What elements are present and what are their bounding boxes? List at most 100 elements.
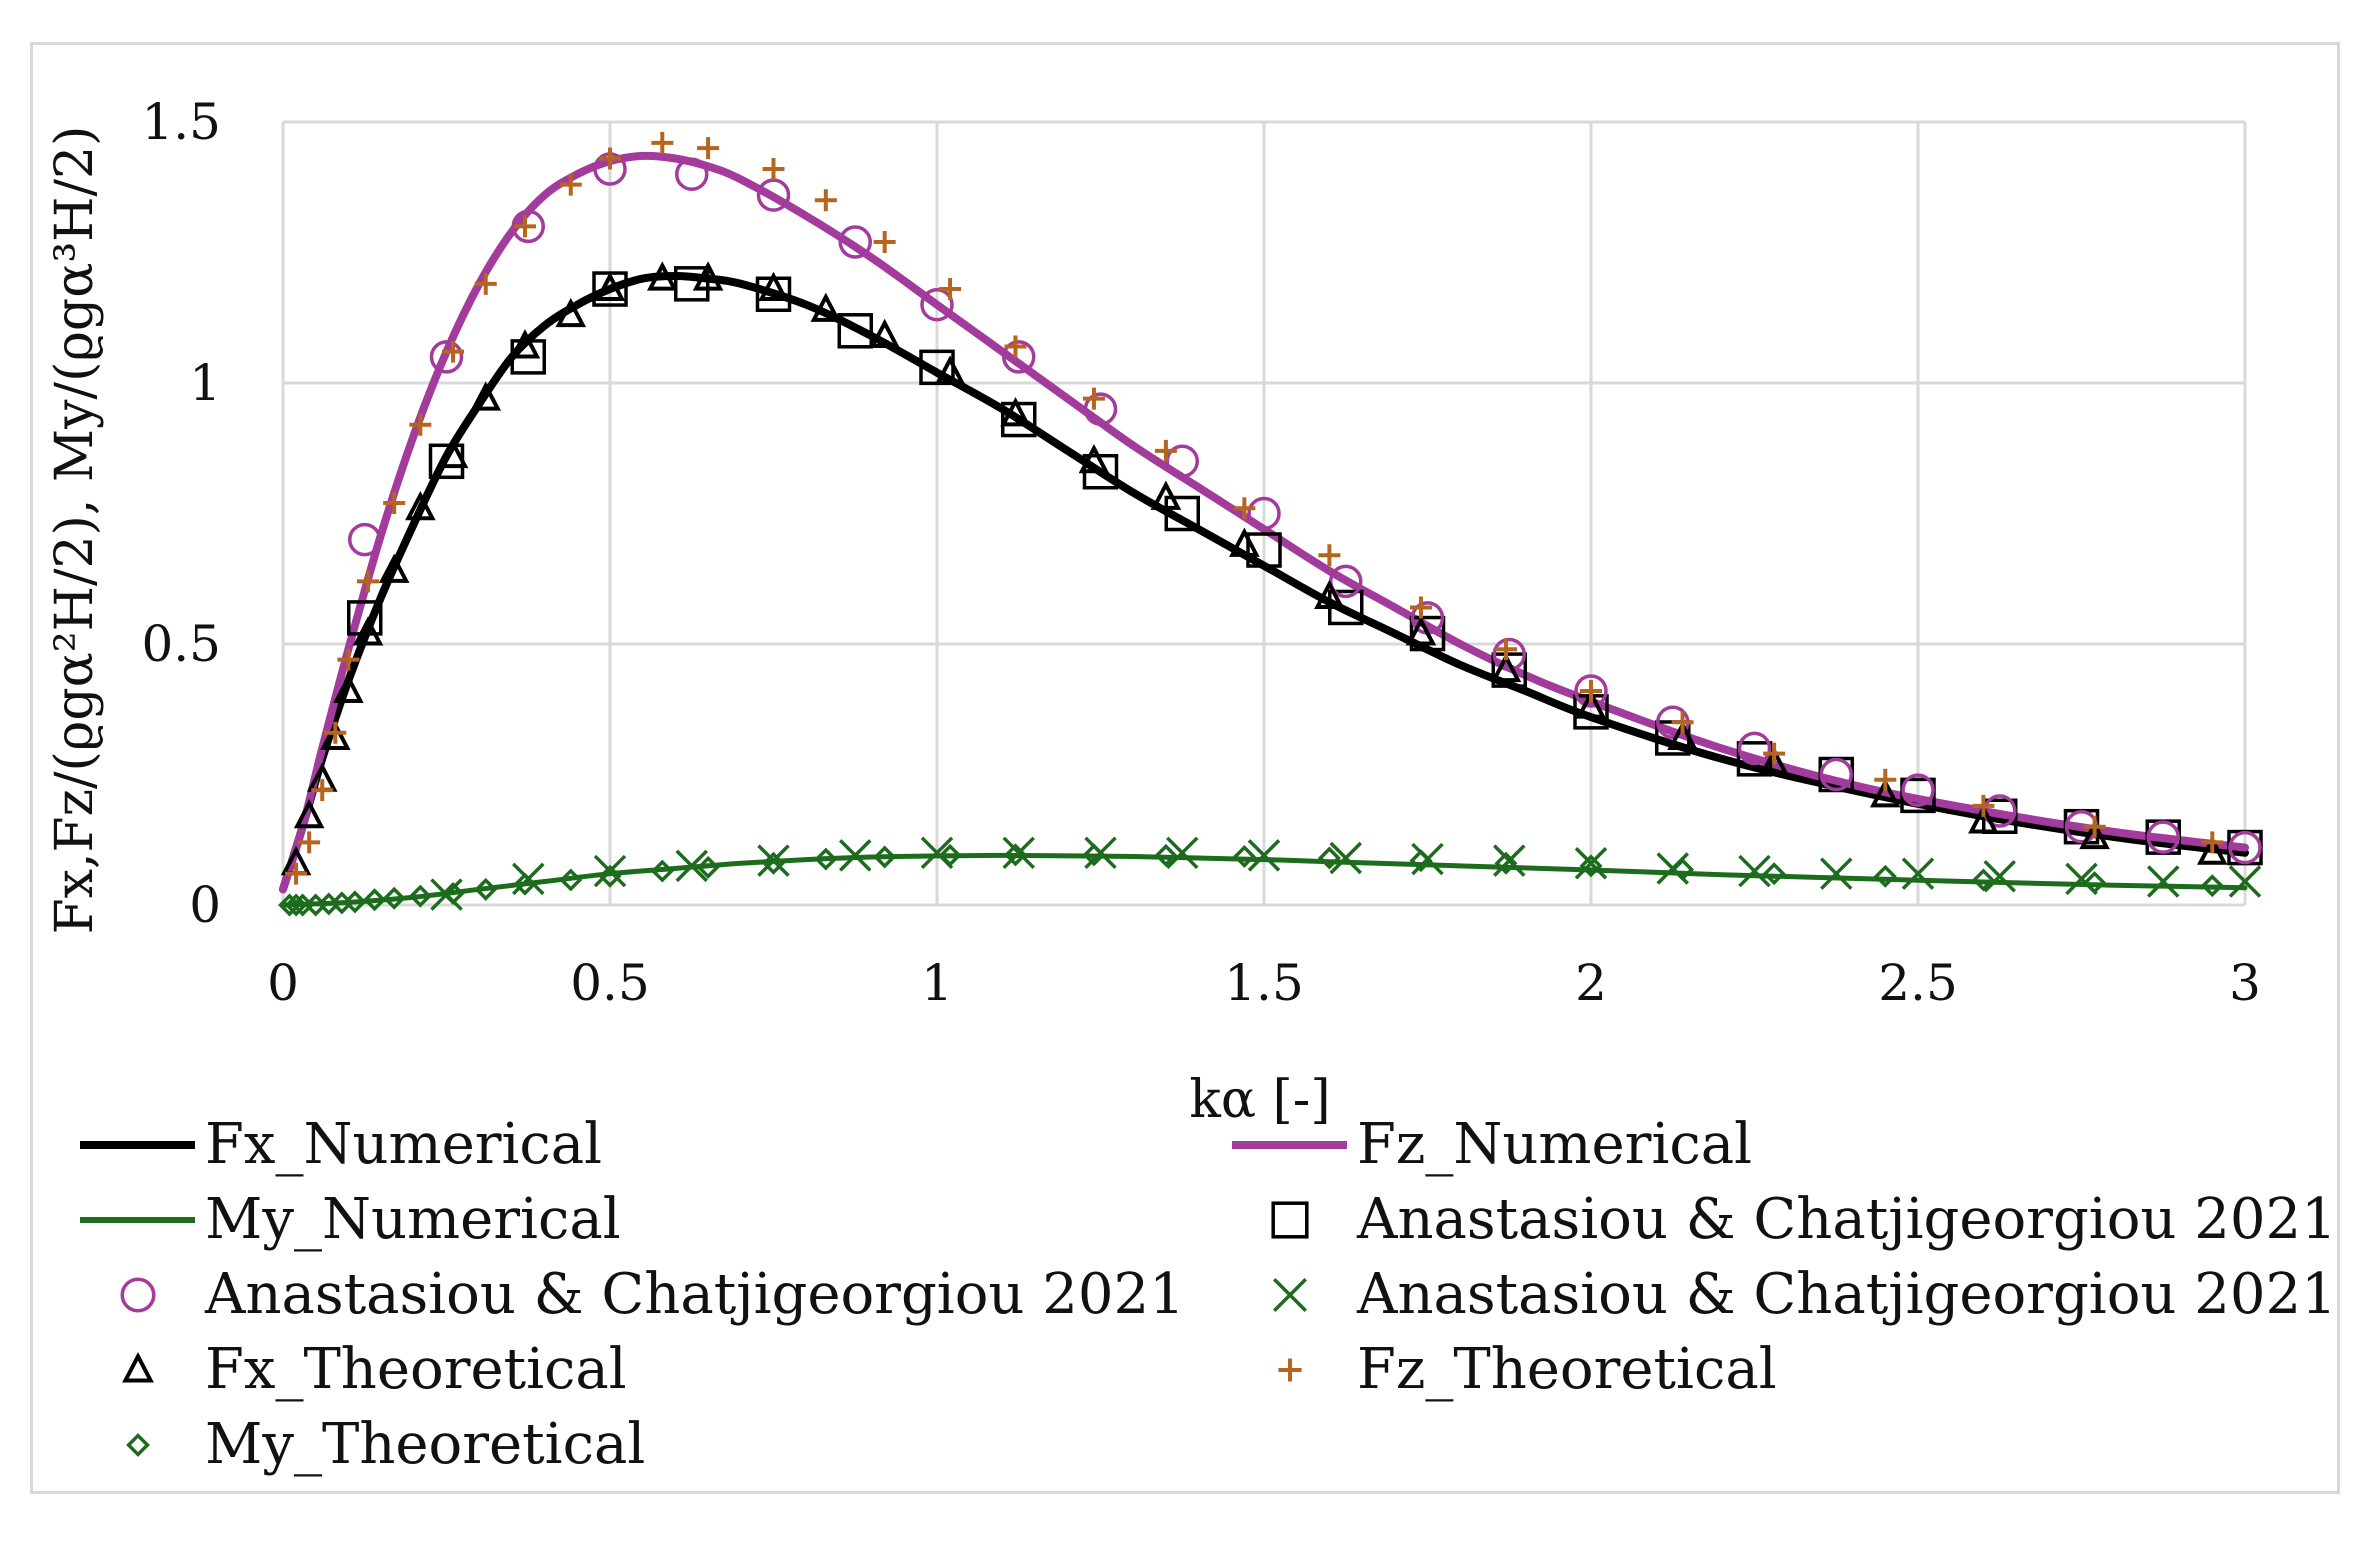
triangle-marker xyxy=(1758,746,1790,777)
circle-marker xyxy=(1247,496,1281,531)
chart-frame xyxy=(30,42,2340,1494)
x-axis-title: kα [-] xyxy=(1189,1070,1330,1130)
x-tick-label: 0.5 xyxy=(570,954,650,1012)
plus-marker xyxy=(559,173,582,196)
plus-marker xyxy=(939,278,962,301)
diamond-marker xyxy=(873,845,897,869)
triangle-marker xyxy=(869,318,900,349)
plus-marker xyxy=(1082,387,1105,410)
circle-marker xyxy=(2228,830,2262,865)
plus-marker xyxy=(599,147,621,170)
circle-marker xyxy=(1737,731,1772,766)
diamond-marker xyxy=(513,872,537,896)
legend-item: Anastasiou & Chatjigeorgiou 2021 xyxy=(120,1262,1185,1327)
diamond-marker xyxy=(2083,871,2107,895)
diamond-marker xyxy=(762,851,785,875)
circle-marker xyxy=(1574,674,1608,708)
x-tick-label: 2.5 xyxy=(1878,954,1958,1012)
circle-marker xyxy=(1819,757,1853,792)
plus-marker xyxy=(409,413,432,436)
cross-marker xyxy=(839,839,872,872)
diamond-marker xyxy=(441,882,465,905)
triangle-marker xyxy=(1575,689,1607,719)
y-axis-title: Fx,Fz/(ϱgα²H/2), My/(ϱgα³H/2) xyxy=(45,126,105,935)
plus-marker xyxy=(2201,831,2224,854)
cross-marker xyxy=(1273,1278,1307,1312)
cross-marker xyxy=(675,849,708,883)
legend-label: Anastasiou & Chatjigeorgiou 2021 xyxy=(204,1262,1185,1327)
circle-marker xyxy=(920,287,954,322)
plus-marker xyxy=(285,862,308,885)
diamond-marker xyxy=(650,859,674,883)
cross-marker xyxy=(1166,836,1199,870)
plus-marker xyxy=(474,272,497,295)
legend-label: My_Theoretical xyxy=(205,1412,645,1477)
triangle-marker xyxy=(647,261,678,291)
tick-labels: 0 0.5 1 1.5 2 2.5 3 0 0.5 1 1.5 xyxy=(141,93,2260,1012)
series-line xyxy=(279,151,2249,894)
series-line xyxy=(279,272,2249,894)
legend-item: My_Numerical xyxy=(80,1187,621,1252)
plus-marker xyxy=(298,831,321,854)
triangle-marker xyxy=(1078,443,1110,474)
series-fx-numerical-line xyxy=(279,272,2249,894)
legend-label: Anastasiou & Chatjigeorgiou 2021 xyxy=(1356,1262,2337,1327)
triangle-marker xyxy=(934,355,966,385)
circle-marker xyxy=(2146,820,2180,854)
triangle-marker xyxy=(1968,804,1999,834)
plus-marker xyxy=(1763,742,1786,765)
plus-marker xyxy=(1494,638,1517,661)
y-tick-label: 1 xyxy=(189,354,221,412)
y-tick-label: 1.5 xyxy=(141,93,221,151)
square-marker xyxy=(837,313,873,349)
plus-marker xyxy=(2083,815,2106,838)
plus-marker xyxy=(873,231,896,254)
diamond-marker xyxy=(1494,851,1518,875)
cross-marker xyxy=(1247,839,1281,872)
series-fx-theoretical-triangle xyxy=(280,261,2228,876)
plus-marker xyxy=(1409,596,1432,619)
diamond-marker xyxy=(1232,844,1256,868)
diamond-marker xyxy=(814,847,838,871)
series-my-theoretical-diamond xyxy=(278,843,2224,917)
legend-label: My_Numerical xyxy=(205,1187,621,1252)
triangle-marker xyxy=(437,438,469,469)
cross-marker xyxy=(1574,847,1608,880)
cross-marker xyxy=(1738,854,1771,888)
cross-marker xyxy=(1820,857,1853,890)
plus-marker xyxy=(513,215,536,238)
triangle-marker xyxy=(293,798,325,829)
triangle-marker xyxy=(2197,835,2228,865)
diamond-marker xyxy=(1154,843,1178,867)
circle-marker xyxy=(838,225,872,259)
triangle-marker xyxy=(2079,819,2110,850)
cross-marker xyxy=(2228,865,2262,898)
diamond-marker xyxy=(126,1433,150,1457)
plus-marker xyxy=(1233,497,1256,520)
plus-marker xyxy=(337,648,360,671)
triangle-marker xyxy=(1150,480,1182,510)
series-layer xyxy=(278,131,2263,917)
plus-marker xyxy=(311,779,334,802)
plus-marker xyxy=(1972,794,1995,817)
triangle-marker xyxy=(758,271,789,302)
square-marker xyxy=(1491,652,1527,688)
circle-marker xyxy=(1492,637,1526,672)
diamond-marker xyxy=(1579,854,1603,878)
triangle-marker xyxy=(1314,579,1345,610)
plus-marker xyxy=(442,340,465,363)
triangle-marker xyxy=(1490,652,1522,683)
circle-marker xyxy=(1002,340,1036,374)
cross-marker xyxy=(1002,836,1035,870)
series-anastasiou-chatjigeorgiou-2021-circle xyxy=(348,152,2262,865)
diamond-marker xyxy=(1762,862,1786,886)
diamond-marker xyxy=(559,868,583,892)
square-marker xyxy=(1900,777,1936,814)
gridlines xyxy=(281,120,2247,907)
diamond-marker xyxy=(1971,868,1995,892)
series-anastasiou-chatjigeorgiou-2021-square xyxy=(347,266,2263,866)
triangle-marker xyxy=(470,381,502,411)
diamond-marker xyxy=(343,890,367,914)
circle-marker xyxy=(511,209,545,244)
